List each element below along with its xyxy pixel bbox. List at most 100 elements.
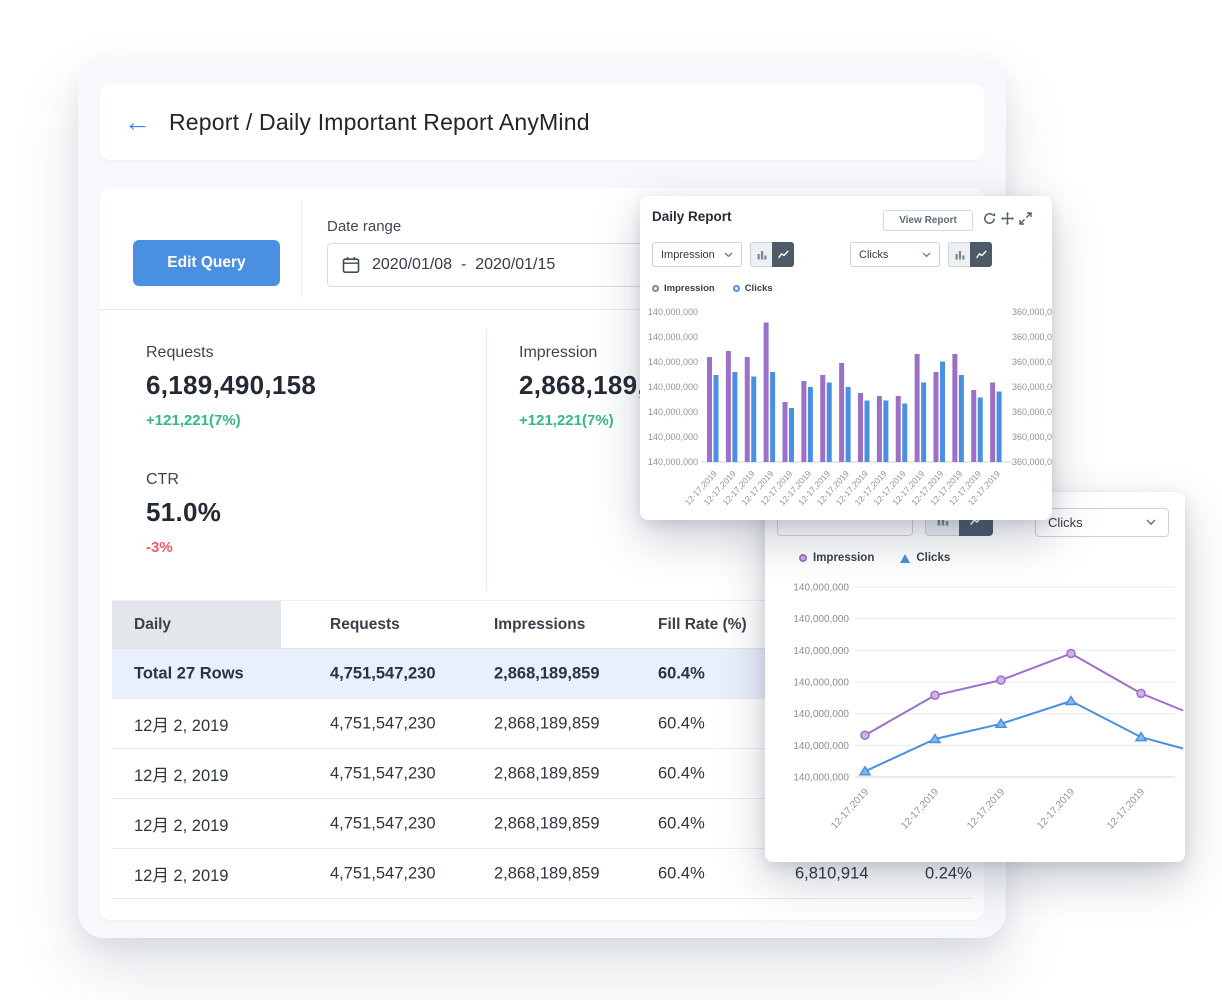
query-section: Edit Query Date range 2020/01/08 - 2020/… — [100, 188, 984, 310]
svg-text:360,000,000: 360,000,000 — [1012, 307, 1052, 317]
legend-clicks[interactable]: Clicks — [900, 552, 950, 564]
svg-text:140,000,000: 140,000,000 — [793, 678, 849, 689]
cell-daily: Total 27 Rows — [134, 664, 244, 682]
line-chart-icon — [777, 250, 789, 259]
back-arrow-icon[interactable]: ← — [124, 106, 151, 137]
column-header-impressions: Impressions — [494, 615, 586, 633]
column-header-daily: Daily — [134, 615, 172, 633]
line-chart-toggle-button[interactable] — [772, 242, 794, 267]
requests-value: 6,189,490,158 — [146, 370, 317, 400]
cell-impressions: 2,868,189,859 — [494, 714, 600, 732]
impression-label: Impression — [519, 344, 598, 361]
cell-clicks: 6,810,914 — [795, 864, 869, 882]
line-chart-icon — [975, 250, 987, 259]
chevron-down-icon — [724, 252, 733, 257]
cell-daily: 12月 2, 2019 — [134, 766, 229, 785]
ctr-value: 51.0% — [146, 497, 222, 527]
daily-header-cell-bg — [112, 601, 281, 649]
metric-select-clicks[interactable]: Clicks — [850, 242, 940, 267]
triangle-marker-icon — [900, 553, 911, 563]
svg-text:140,000,000: 140,000,000 — [793, 583, 849, 594]
move-icon[interactable] — [1001, 212, 1015, 226]
chart-legend: Impression Clicks — [652, 283, 773, 294]
date-range-value: 2020/01/08 - 2020/01/15 — [372, 256, 556, 273]
vertical-divider — [301, 200, 302, 298]
svg-text:12-17,2019: 12-17,2019 — [829, 786, 871, 831]
cell-fill-rate: 60.4% — [658, 864, 705, 882]
panel-title: Daily Report — [652, 209, 732, 224]
cell-requests: 4,751,547,230 — [330, 864, 436, 882]
column-header-fill-rate: Fill Rate (%) — [658, 615, 747, 633]
svg-text:360,000,000: 360,000,000 — [1012, 332, 1052, 342]
select-value: Clicks — [859, 248, 889, 261]
bar-chart-toggle-button[interactable] — [948, 242, 970, 267]
bar-chart-toggle-button[interactable] — [750, 242, 772, 267]
legend-impression[interactable]: Impression — [652, 283, 715, 294]
svg-text:140,000,000: 140,000,000 — [793, 741, 849, 752]
legend-impression[interactable]: Impression — [799, 552, 874, 564]
svg-text:140,000,000: 140,000,000 — [648, 357, 698, 367]
chart-legend: Impression Clicks — [799, 552, 950, 564]
date-range-label: Date range — [327, 218, 402, 235]
svg-text:360,000,000: 360,000,000 — [1012, 432, 1052, 442]
svg-text:140,000,000: 140,000,000 — [648, 432, 698, 442]
column-header-requests: Requests — [330, 615, 400, 633]
svg-text:140,000,000: 140,000,000 — [793, 646, 849, 657]
svg-text:12-17,2019: 12-17,2019 — [1105, 786, 1147, 831]
vertical-divider — [486, 330, 487, 590]
svg-text:140,000,000: 140,000,000 — [793, 773, 849, 784]
bar-chart-icon — [955, 250, 964, 259]
line-chart-toggle-button[interactable] — [970, 242, 992, 267]
expand-icon[interactable] — [1019, 212, 1033, 226]
date-range-input[interactable]: 2020/01/08 - 2020/01/15 — [327, 243, 683, 287]
cell-ctr: 0.24% — [925, 864, 972, 882]
cell-fill-rate: 60.4% — [658, 764, 705, 782]
circle-marker-icon — [652, 285, 659, 292]
circle-marker-icon — [732, 285, 740, 292]
legend-label: Clicks — [916, 552, 951, 564]
legend-label: Impression — [664, 283, 715, 294]
cell-daily: 12月 2, 2019 — [134, 816, 229, 835]
cell-requests: 4,751,547,230 — [330, 764, 436, 782]
daily-bar-chart: 140,000,000 140,000,000 140,000,000 140,000… — [648, 307, 1052, 507]
cell-impressions: 2,868,189,859 — [494, 814, 600, 832]
legend-label: Clicks — [744, 283, 773, 294]
edit-query-button[interactable]: Edit Query — [133, 240, 280, 286]
select-value: Clicks — [1048, 515, 1083, 530]
ctr-delta: -3% — [146, 539, 173, 556]
svg-text:140,000,000: 140,000,000 — [793, 614, 849, 625]
cell-daily: 12月 2, 2019 — [134, 716, 229, 735]
cell-fill-rate: 60.4% — [658, 714, 705, 732]
cell-daily: 12月 2, 2019 — [134, 866, 229, 885]
svg-text:360,000,000: 360,000,000 — [1012, 382, 1052, 392]
select-value: Impression — [661, 248, 715, 261]
line-chart-panel: Clicks Impression Clicks 140,000,000 140,… — [765, 492, 1185, 862]
cell-impressions: 2,868,189,859 — [494, 664, 600, 682]
line-chart: 140,000,000 140,000,000 140,000,000 140,000… — [793, 583, 1184, 832]
legend-clicks[interactable]: Clicks — [732, 283, 773, 294]
refresh-icon[interactable] — [983, 212, 997, 226]
chevron-down-icon — [1146, 519, 1156, 526]
svg-text:140,000,000: 140,000,000 — [648, 407, 698, 417]
daily-report-panel: Daily Report View Report Impression — [640, 196, 1052, 520]
bar-chart-icon — [937, 515, 948, 526]
page-header: ← Report / Daily Important Report AnyMin… — [100, 84, 984, 160]
requests-delta: +121,221(7%) — [146, 412, 241, 429]
cell-fill-rate: 60.4% — [658, 814, 705, 832]
circle-marker-icon — [799, 554, 807, 562]
impression-delta: +121,221(7%) — [519, 412, 614, 429]
svg-text:12-17,2019: 12-17,2019 — [965, 786, 1007, 831]
chart-type-toggle — [948, 242, 992, 267]
cell-impressions: 2,868,189,859 — [494, 764, 600, 782]
svg-text:360,000,000: 360,000,000 — [1012, 457, 1052, 467]
chevron-down-icon — [922, 252, 931, 257]
svg-text:12-17,2019: 12-17,2019 — [899, 786, 941, 831]
cell-requests: 4,751,547,230 — [330, 664, 436, 682]
svg-text:140,000,000: 140,000,000 — [648, 332, 698, 342]
page-title: Report / Daily Important Report AnyMind — [169, 108, 590, 135]
view-report-button[interactable]: View Report — [883, 210, 973, 231]
metric-select-clicks[interactable]: Clicks — [1035, 508, 1169, 537]
cell-fill-rate: 60.4% — [658, 664, 705, 682]
metric-select-impression[interactable]: Impression — [652, 242, 742, 267]
